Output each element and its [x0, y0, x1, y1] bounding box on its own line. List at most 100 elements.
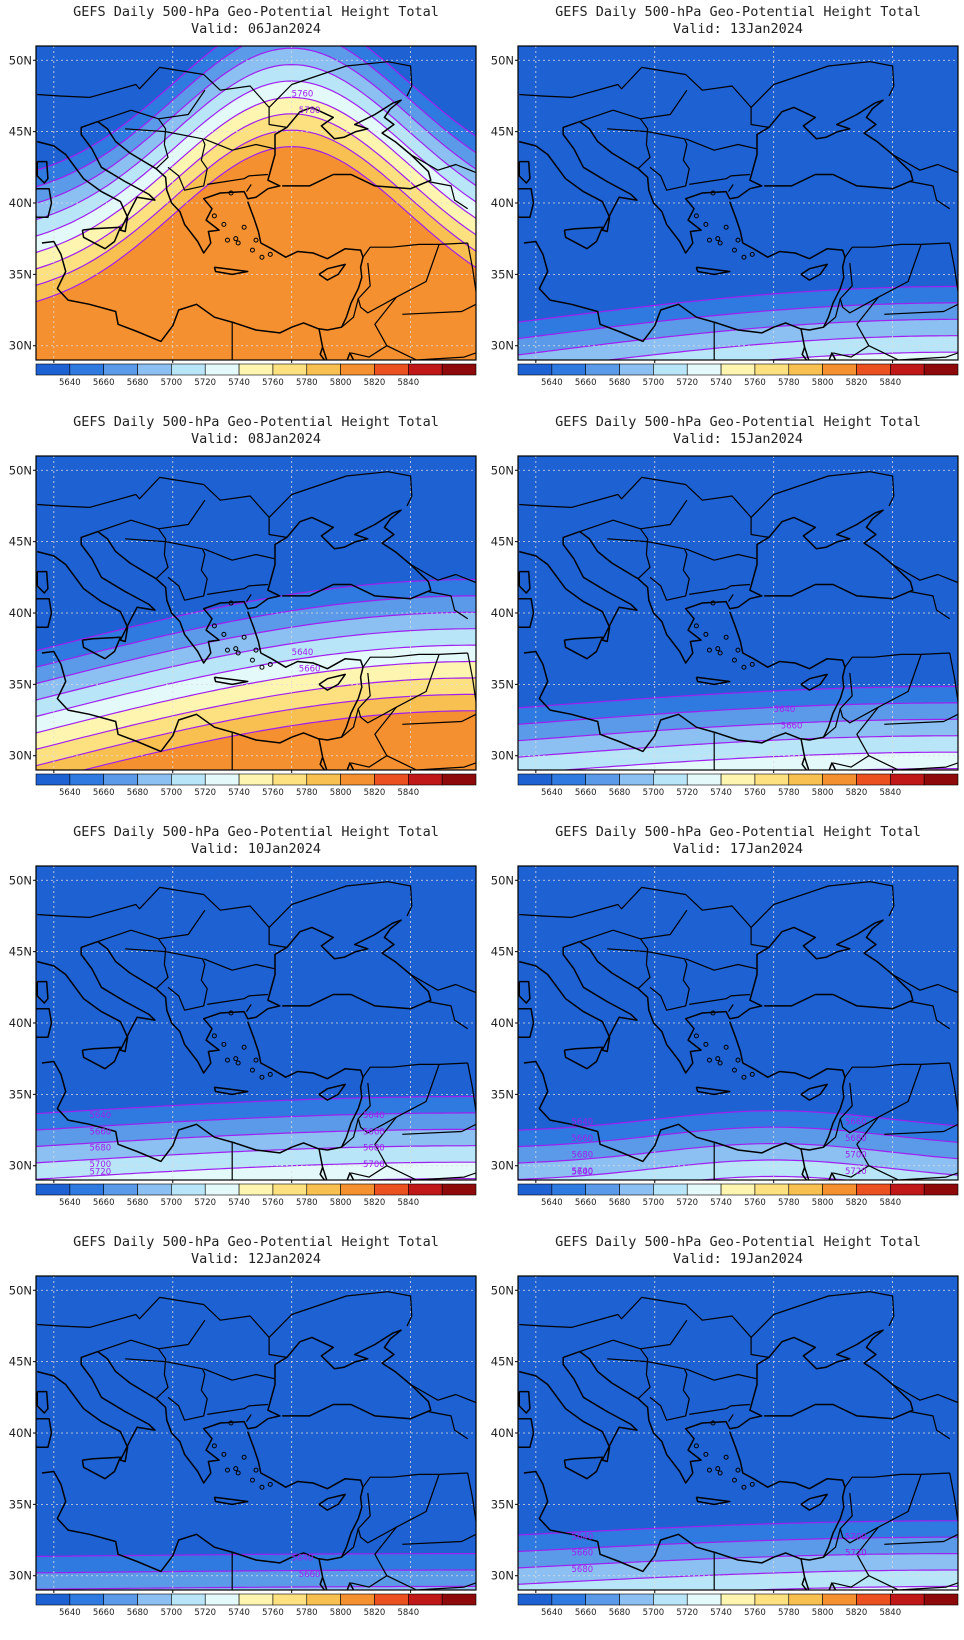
colorbar-label: 5660	[93, 1608, 115, 1618]
colorbar-swatch	[35, 1183, 71, 1196]
island	[235, 650, 241, 656]
island	[224, 237, 230, 243]
colorbar-label: 5800	[330, 1198, 352, 1208]
coastline	[37, 1350, 156, 1463]
colorbar-label: 5840	[397, 788, 419, 798]
country-border	[884, 1123, 958, 1135]
colorbar-swatch	[619, 1593, 654, 1606]
country-border	[268, 471, 413, 518]
colorbar-label: 5720	[194, 788, 216, 798]
coastline	[36, 980, 49, 1004]
country-border	[519, 1296, 769, 1358]
map-figure: 56405660568057005720564056605680570050N4…	[9, 865, 477, 1208]
colorbar-label: 5780	[296, 1198, 318, 1208]
coastline	[695, 1086, 731, 1096]
contour-label: 5660	[363, 1127, 385, 1137]
colorbar-swatch	[374, 1593, 409, 1606]
contour-label: 5700	[572, 1167, 594, 1177]
island	[235, 240, 241, 246]
contour-label: 5720	[90, 1167, 112, 1177]
country-border	[386, 1575, 476, 1590]
colorbar-swatch	[788, 773, 823, 786]
lat-tick-label: 50N	[491, 463, 514, 477]
colorbar-swatch	[585, 773, 620, 786]
colorbar-swatch	[890, 773, 925, 786]
island	[731, 1477, 737, 1483]
colorbar-swatch	[890, 1183, 925, 1196]
contour-label: 5640	[363, 1111, 385, 1121]
country-border	[203, 548, 276, 561]
country-border	[823, 298, 841, 328]
coastline	[800, 1558, 837, 1590]
map-panel: GEFS Daily 500-hPa Geo-Potential Height …	[482, 1230, 964, 1640]
country-border	[750, 61, 895, 108]
country-border	[428, 1001, 469, 1030]
colorbar-swatch	[890, 363, 925, 376]
lat-tick-label: 45N	[9, 945, 32, 959]
country-border	[685, 1368, 758, 1381]
contour-label: 5760	[292, 90, 314, 100]
lat-tick-label: 30N	[9, 1569, 32, 1583]
coastline	[318, 1083, 346, 1101]
map-figure: 5640566050N45N40N35N30N10E20E30E40E56405…	[9, 455, 477, 798]
contour-label: 5700	[845, 1532, 867, 1542]
colorbar-swatch	[374, 1183, 409, 1196]
contour-label: 5640	[90, 1111, 112, 1121]
panel-title: GEFS Daily 500-hPa Geo-Potential Height …	[555, 414, 921, 430]
country-border	[428, 1411, 469, 1440]
island	[241, 634, 247, 640]
lat-tick-label: 30N	[491, 1159, 514, 1173]
country-border	[155, 938, 169, 990]
colorbar-label: 5780	[778, 1198, 800, 1208]
island	[211, 1033, 217, 1039]
island	[735, 647, 741, 653]
colorbar-label: 5840	[397, 1198, 419, 1208]
island	[267, 661, 273, 667]
country-border	[884, 303, 958, 315]
coastline	[41, 1021, 364, 1163]
colorbar-label: 5780	[296, 378, 318, 388]
colorbar-label: 5840	[879, 788, 901, 798]
map-figure: 56405660568057005640566056805700572050N4…	[491, 865, 959, 1208]
island	[241, 1454, 247, 1460]
colorbar-swatch	[69, 773, 104, 786]
colorbar-label: 5840	[879, 1608, 901, 1618]
coastline	[97, 99, 432, 254]
country-border	[844, 1062, 950, 1078]
country-border	[357, 1064, 440, 1134]
island	[715, 236, 721, 242]
country-border	[727, 1004, 734, 1012]
lat-tick-label: 50N	[491, 53, 514, 67]
colorbar-swatch	[585, 1183, 620, 1196]
country-border	[341, 298, 359, 328]
lat-tick-label: 35N	[491, 677, 514, 691]
country-border	[892, 973, 958, 994]
contour-label: 5700	[363, 1160, 385, 1170]
island	[717, 650, 723, 656]
country-border	[428, 591, 469, 620]
colorbar-swatch	[272, 1183, 308, 1196]
country-border	[868, 755, 958, 770]
colorbar-swatch	[340, 1183, 375, 1196]
lat-tick-label: 45N	[9, 125, 32, 139]
colorbar-swatch	[788, 363, 823, 376]
country-border	[823, 1528, 841, 1558]
country-border	[386, 1165, 476, 1180]
colorbar-swatch	[137, 1183, 172, 1196]
colorbar-label: 5700	[643, 378, 665, 388]
island	[241, 224, 247, 230]
colorbar-label: 5840	[879, 1198, 901, 1208]
colorbar-swatch	[754, 1593, 790, 1606]
lat-tick-label: 45N	[491, 1355, 514, 1369]
colorbar-swatch	[890, 1593, 925, 1606]
colorbar-label: 5840	[397, 378, 419, 388]
island	[731, 1067, 737, 1073]
country-border	[832, 1116, 879, 1178]
island	[259, 254, 265, 260]
island	[723, 634, 729, 640]
colorbar-label: 5660	[575, 378, 597, 388]
colorbar-label: 5660	[93, 1198, 115, 1208]
country-border	[245, 184, 252, 192]
country-border	[839, 1064, 922, 1134]
country-border	[207, 173, 268, 185]
